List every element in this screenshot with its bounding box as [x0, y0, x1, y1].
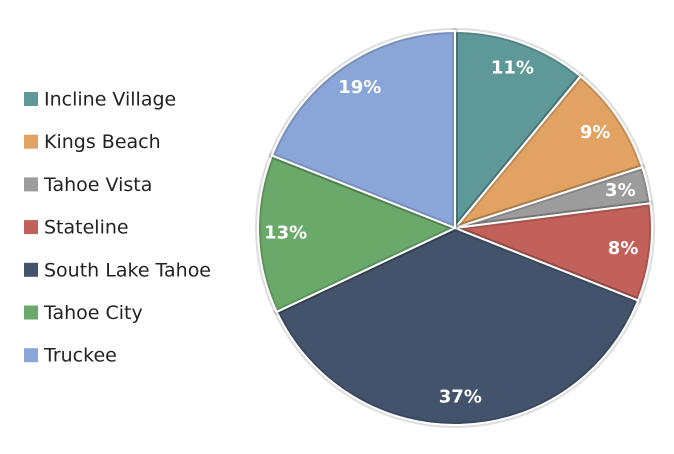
legend-swatch	[24, 177, 38, 192]
slice-separator	[275, 226, 640, 426]
legend-label: Truckee	[43, 345, 117, 367]
legend-label: Incline Village	[44, 89, 176, 111]
slice-separator	[454, 202, 653, 302]
legend-swatch	[24, 134, 38, 149]
data-label: 11%	[491, 58, 534, 79]
legend-label: Tahoe Vista	[43, 174, 152, 196]
legend-swatch	[24, 305, 38, 320]
slice-separator	[452, 74, 644, 231]
legend-swatch	[24, 220, 38, 235]
data-label: 19%	[338, 77, 381, 98]
legend-swatch	[24, 92, 38, 106]
legend-label: Tahoe City	[43, 302, 143, 324]
legend-label: Stateline	[44, 217, 129, 239]
data-label: 9%	[580, 122, 611, 143]
data-label: 3%	[605, 180, 636, 201]
slice-separator	[270, 29, 456, 230]
legend-swatch	[24, 262, 38, 277]
legend-label: South Lake Tahoe	[44, 259, 211, 281]
legend-swatch	[24, 348, 38, 363]
legend-label: Kings Beach	[44, 131, 161, 153]
slice-separator	[257, 154, 458, 314]
data-label: 8%	[608, 238, 639, 259]
data-label: 13%	[264, 222, 307, 243]
slice-separator	[454, 29, 582, 231]
data-label: 37%	[439, 386, 482, 407]
